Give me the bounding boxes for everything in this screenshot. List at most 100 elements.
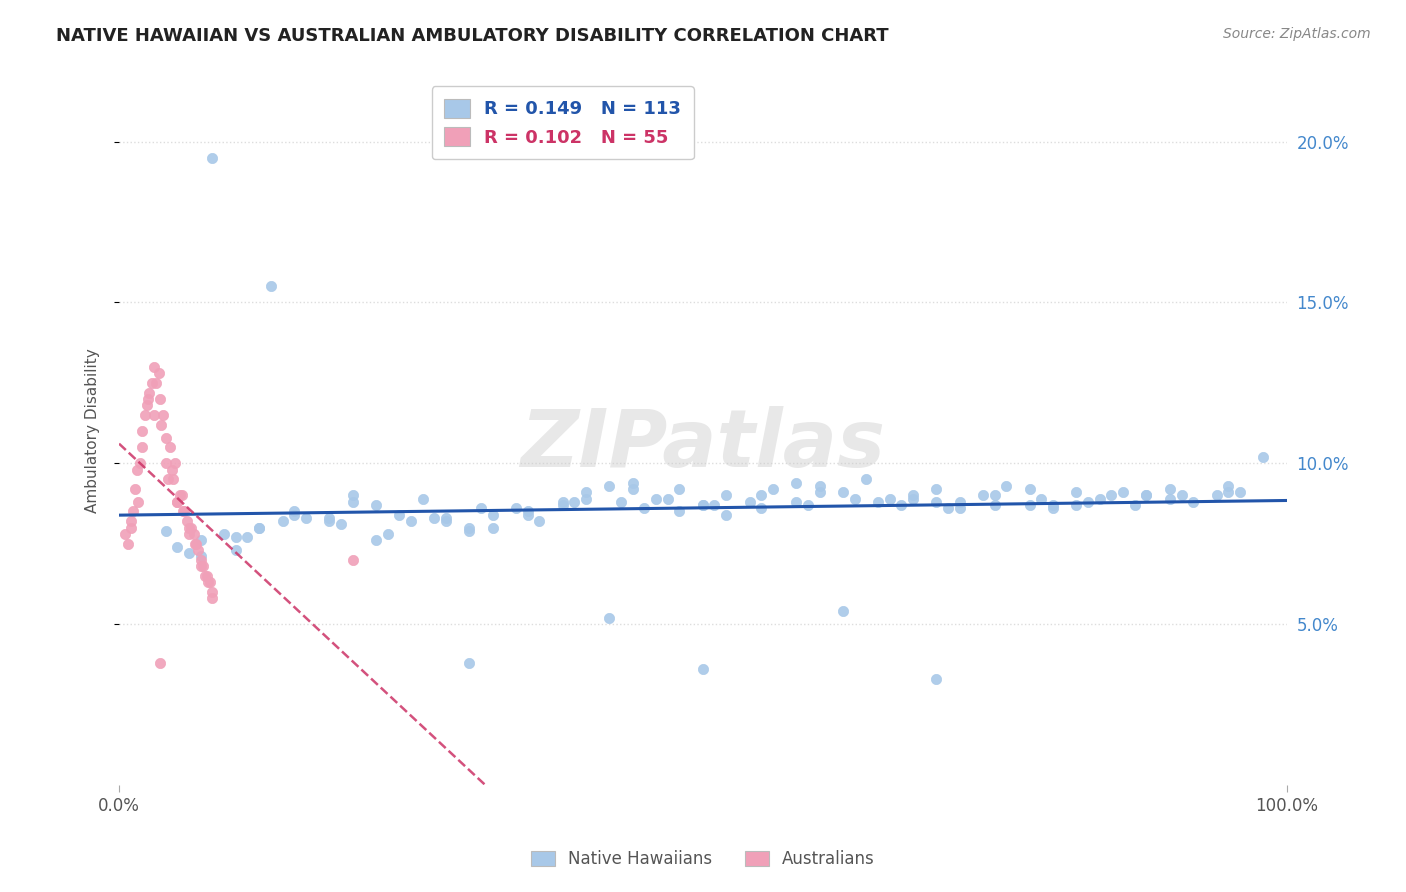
Point [575,485,598,500]
Point [225,530,247,544]
Point [124,482,146,496]
Point [1042,498,1064,512]
Point [260,279,283,293]
Point [925,482,948,496]
Point [283,504,305,518]
Point [972,488,994,502]
Text: Source: ZipAtlas.com: Source: ZipAtlas.com [1223,27,1371,41]
Point [120,514,142,528]
Point [177,520,200,534]
Point [134,408,156,422]
Point [177,546,200,560]
Point [434,511,457,525]
Point [749,488,772,502]
Point [692,498,714,512]
Point [1042,501,1064,516]
Point [194,568,217,582]
Point [516,508,538,522]
Point [832,604,855,618]
Point [1066,498,1088,512]
Y-axis label: Ambulatory Disability: Ambulatory Disability [86,349,100,514]
Point [377,527,399,541]
Point [138,385,160,400]
Point [131,424,153,438]
Point [925,495,948,509]
Point [808,479,831,493]
Point [190,533,212,548]
Legend: R = 0.149   N = 113, R = 0.102   N = 55: R = 0.149 N = 113, R = 0.102 N = 55 [432,87,693,160]
Point [925,672,948,686]
Point [201,151,224,165]
Point [1101,488,1123,502]
Point [190,552,212,566]
Point [1205,488,1227,502]
Point [481,508,503,522]
Point [129,456,152,470]
Point [177,527,200,541]
Point [575,491,598,506]
Point [364,533,387,548]
Point [949,501,972,516]
Point [1066,485,1088,500]
Point [183,527,205,541]
Point [176,514,198,528]
Point [1218,479,1240,493]
Point [155,524,177,538]
Point [633,501,655,516]
Point [423,511,446,525]
Point [1112,485,1135,500]
Point [166,540,188,554]
Point [184,536,207,550]
Point [692,662,714,676]
Point [141,376,163,390]
Point [197,575,219,590]
Point [136,392,159,406]
Point [190,549,212,564]
Point [173,504,195,518]
Point [844,491,866,506]
Point [295,511,318,525]
Point [149,392,172,406]
Point [995,479,1018,493]
Point [610,495,633,509]
Point [879,491,901,506]
Point [529,514,551,528]
Point [692,498,714,512]
Point [159,440,181,454]
Point [152,408,174,422]
Point [949,495,972,509]
Point [143,408,166,422]
Point [125,463,148,477]
Point [785,495,807,509]
Point [145,376,167,390]
Text: NATIVE HAWAIIAN VS AUSTRALIAN AMBULATORY DISABILITY CORRELATION CHART: NATIVE HAWAIIAN VS AUSTRALIAN AMBULATORY… [56,27,889,45]
Point [598,479,620,493]
Point [551,498,574,512]
Point [131,440,153,454]
Point [318,514,340,528]
Point [481,520,503,534]
Point [329,517,352,532]
Point [1135,488,1157,502]
Point [122,504,145,518]
Point [148,366,170,380]
Point [342,495,364,509]
Point [832,485,855,500]
Point [157,472,180,486]
Legend: Native Hawaiians, Australians: Native Hawaiians, Australians [524,844,882,875]
Point [283,508,305,522]
Point [1159,482,1181,496]
Point [149,656,172,670]
Point [114,527,136,541]
Point [1123,498,1146,512]
Point [714,488,737,502]
Point [458,524,481,538]
Point [598,610,620,624]
Point [342,488,364,502]
Point [505,501,527,516]
Point [983,488,1005,502]
Point [271,514,294,528]
Point [866,495,889,509]
Point [198,575,221,590]
Point [621,475,644,490]
